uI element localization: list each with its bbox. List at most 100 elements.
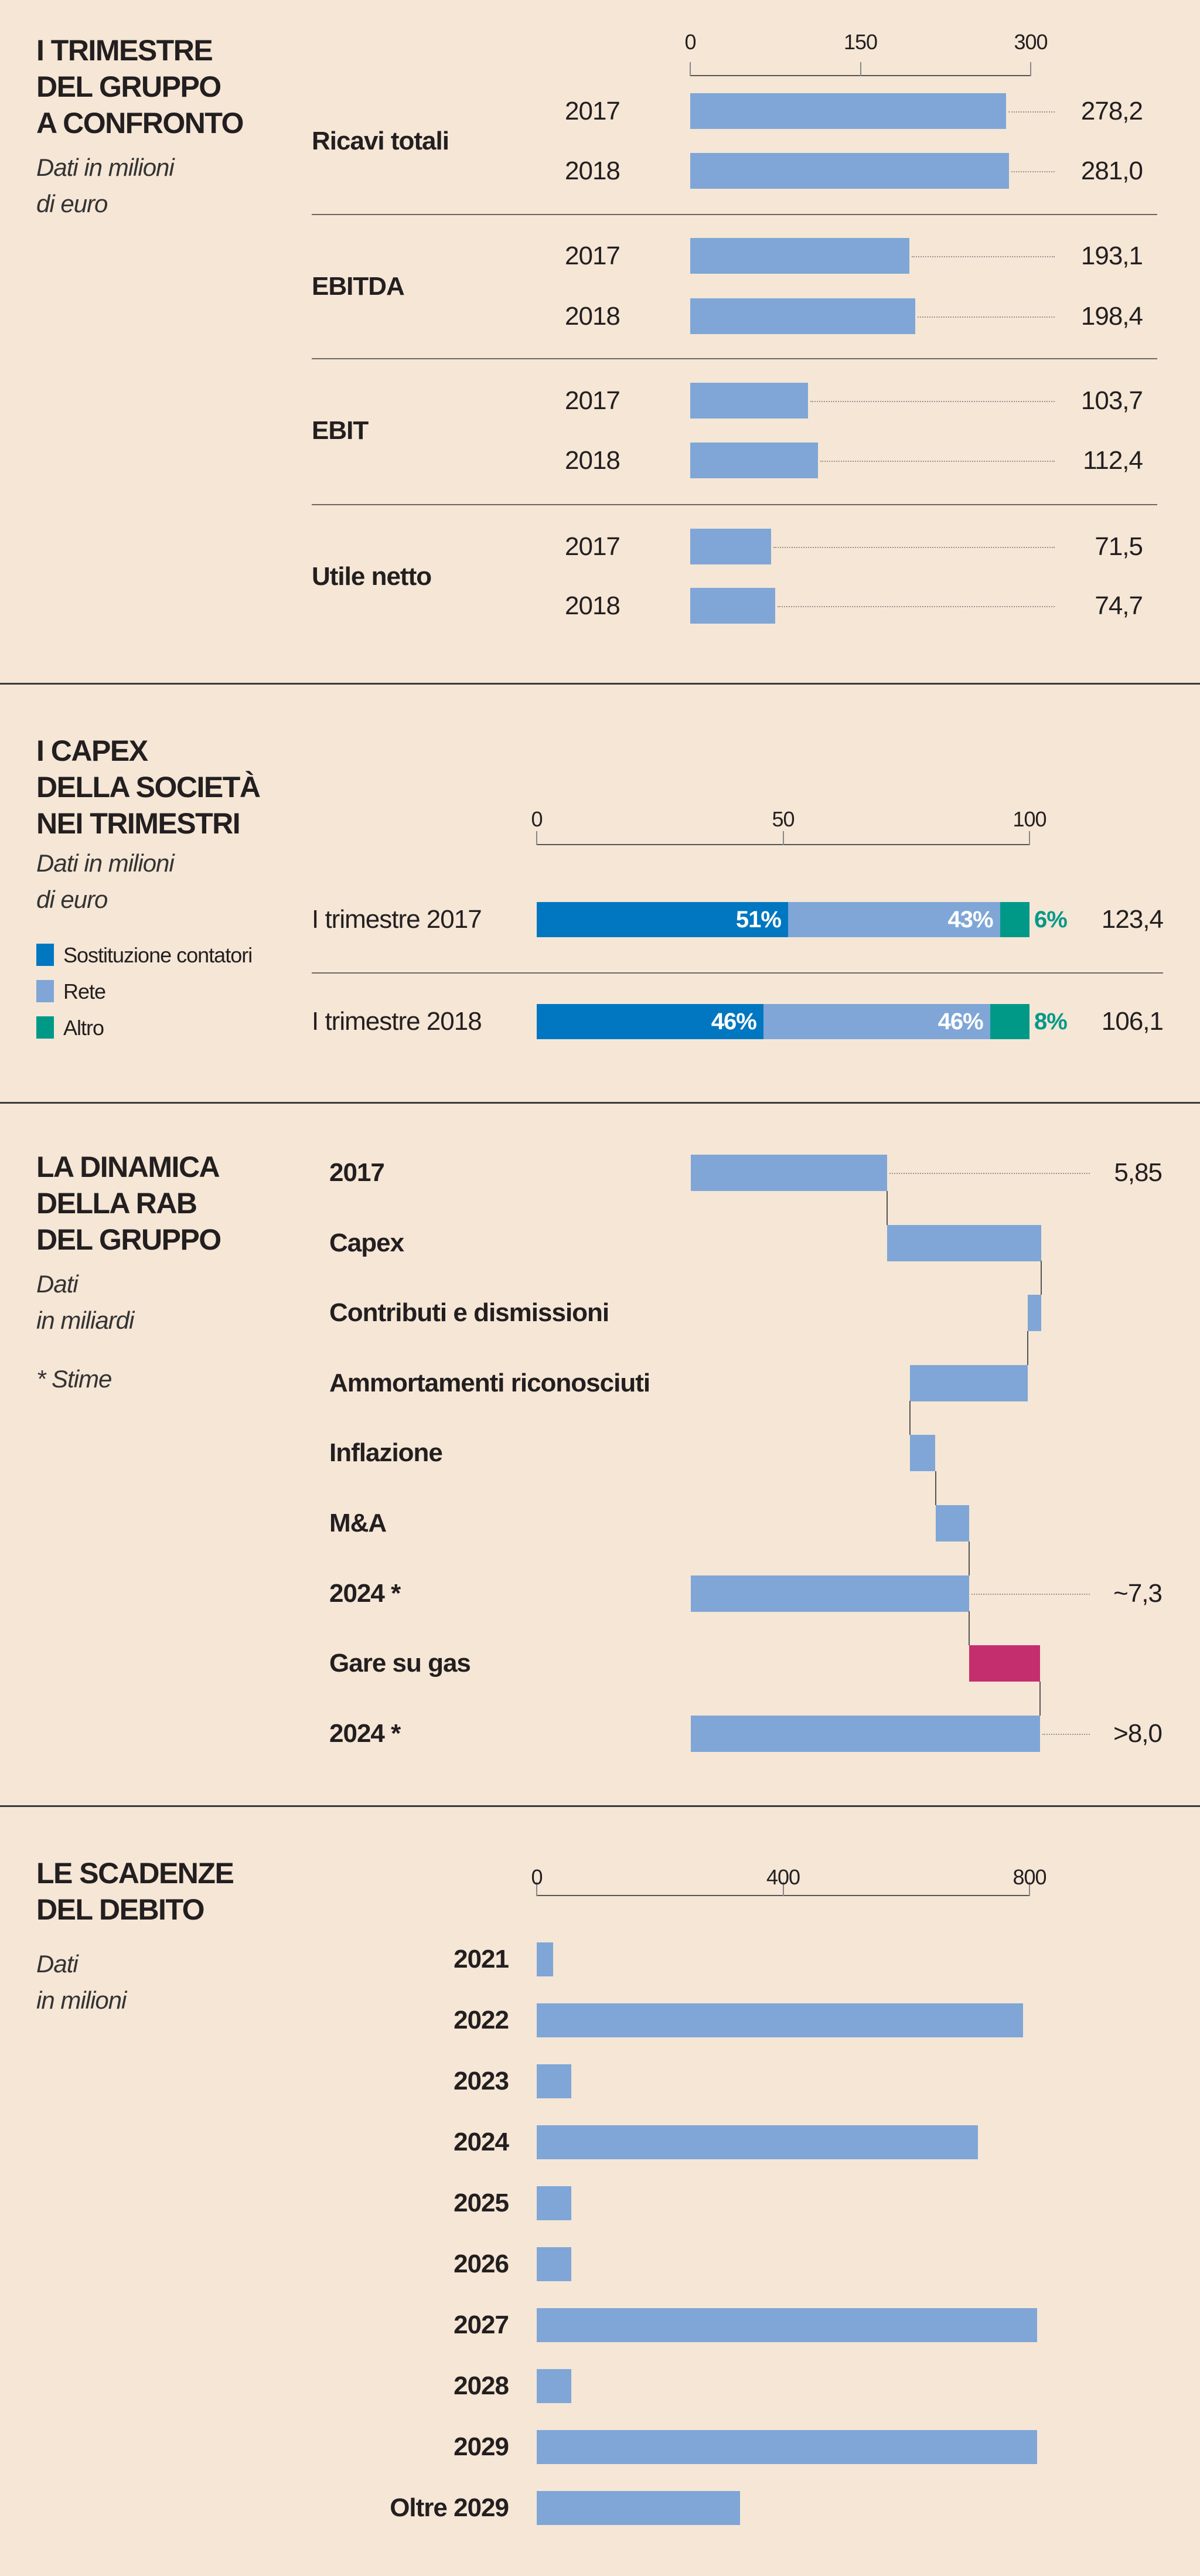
- results-bar: [690, 153, 1010, 189]
- results-axis-tick: [860, 62, 861, 76]
- capex-legend-label: Altro: [63, 1016, 104, 1040]
- debt-axis-tick: [1029, 1882, 1030, 1896]
- rab-step-label: 2024 *: [329, 1719, 401, 1748]
- results-leader-line: [911, 256, 1055, 257]
- results-group-label: Ricavi totali: [312, 127, 449, 155]
- results-title-line: I TRIMESTRE: [36, 34, 213, 67]
- capex-axis-tick: [782, 831, 784, 845]
- debt-year-label: 2026: [454, 2250, 509, 2278]
- capex-subtitle-line: Dati in milioni: [36, 849, 175, 877]
- debt-axis-tick: [782, 1882, 784, 1896]
- results-leader-line: [773, 547, 1055, 548]
- results-bar: [690, 443, 818, 478]
- results-group-label: Utile netto: [312, 562, 432, 591]
- capex-axis-tick: [536, 831, 537, 845]
- results-bar: [690, 383, 808, 418]
- rab-value-label: 5,85: [1114, 1158, 1162, 1187]
- capex-subtitle-line: di euro: [36, 886, 108, 913]
- capex-total-label: 106,1: [1101, 1007, 1164, 1036]
- debt-year-label: 2021: [454, 1945, 509, 1973]
- debt-title-line: DEL DEBITO: [36, 1893, 204, 1926]
- debt-bar: [537, 2491, 740, 2525]
- results-bar: [690, 238, 909, 274]
- results-year-label: 2017: [565, 386, 621, 415]
- debt-bar: [537, 2247, 571, 2281]
- section-divider: [0, 1102, 1200, 1104]
- rab-bar: [1027, 1295, 1041, 1332]
- capex-bar-sostituzione-contatori: [537, 1004, 763, 1039]
- results-group-divider: [312, 504, 1157, 505]
- capex-legend-label: Sostituzione contatori: [63, 943, 253, 967]
- results-group-divider: [312, 358, 1157, 359]
- capex-bar-rete: [763, 1004, 990, 1039]
- rab-connector: [909, 1401, 911, 1435]
- capex-bar-rete: [788, 902, 1000, 937]
- rab-subtitle-line: Dati: [36, 1270, 79, 1298]
- rab-connector: [968, 1611, 970, 1646]
- capex-category-label: I trimestre 2018: [312, 1007, 482, 1036]
- rab-bar: [691, 1715, 1041, 1752]
- rab-leader-line: [1042, 1733, 1090, 1735]
- results-bar: [690, 93, 1006, 129]
- rab-connector: [935, 1471, 936, 1505]
- rab-bar: [691, 1155, 888, 1191]
- debt-bar: [537, 2186, 571, 2220]
- results-value-label: 278,2: [1080, 97, 1143, 125]
- section-divider: [0, 1805, 1200, 1807]
- rab-bar: [910, 1364, 1028, 1401]
- capex-axis-tick: [1029, 831, 1030, 845]
- capex-tick-label: 50: [772, 807, 795, 831]
- rab-step-label: 2024 *: [329, 1578, 401, 1608]
- debt-year-label: 2022: [454, 2006, 509, 2034]
- rab-step-label: Inflazione: [329, 1438, 443, 1468]
- results-year-label: 2017: [565, 97, 621, 125]
- results-leader-line: [918, 317, 1055, 318]
- rab-step-label: Gare su gas: [329, 1649, 471, 1678]
- capex-percent-label: 8%: [1034, 1009, 1068, 1035]
- capex-percent-label: 46%: [938, 1009, 984, 1035]
- results-tick-label: 0: [684, 30, 696, 54]
- section-divider: [0, 683, 1200, 685]
- capex-title-line: I CAPEX: [36, 734, 148, 767]
- results-bar: [690, 529, 772, 564]
- debt-bar: [537, 2430, 1037, 2464]
- capex-category-label: I trimestre 2017: [312, 905, 482, 934]
- rab-note: * Stime: [36, 1365, 112, 1393]
- results-leader-line: [1008, 111, 1055, 113]
- capex-percent-label: 51%: [735, 907, 782, 933]
- debt-tick-label: 400: [766, 1865, 800, 1889]
- debt-year-label: 2027: [454, 2310, 509, 2339]
- capex-bar-sostituzione-contatori: [537, 902, 788, 937]
- capex-tick-label: 100: [1012, 807, 1046, 831]
- results-value-label: 74,7: [1095, 591, 1143, 620]
- results-title-line: A CONFRONTO: [36, 107, 244, 139]
- capex-legend-swatch: [36, 944, 54, 966]
- debt-year-label: 2029: [454, 2432, 509, 2461]
- rab-bar: [887, 1224, 1041, 1261]
- rab-value-label: >8,0: [1113, 1719, 1162, 1748]
- results-value-label: 281,0: [1080, 156, 1143, 185]
- capex-row-divider: [312, 972, 1163, 974]
- rab-value-label: ~7,3: [1113, 1578, 1162, 1608]
- rab-title-line: LA DINAMICA: [36, 1151, 220, 1183]
- results-year-label: 2018: [565, 591, 621, 620]
- debt-bar: [537, 2308, 1037, 2342]
- results-group-divider: [312, 214, 1157, 215]
- capex-percent-label: 43%: [947, 907, 993, 933]
- debt-bar: [537, 2125, 978, 2159]
- capex-tick-label: 0: [531, 807, 543, 831]
- debt-tick-label: 0: [531, 1865, 543, 1889]
- debt-tick-label: 800: [1012, 1865, 1046, 1889]
- results-axis-tick: [1030, 62, 1031, 76]
- rab-connector: [1039, 1681, 1041, 1716]
- results-leader-line: [820, 461, 1055, 462]
- results-year-label: 2018: [565, 156, 621, 185]
- debt-year-label: 2028: [454, 2371, 509, 2400]
- rab-bar: [910, 1435, 936, 1472]
- debt-axis-tick: [536, 1882, 537, 1896]
- capex-legend-swatch: [36, 980, 54, 1002]
- capex-title-line: DELLA SOCIETÀ: [36, 771, 261, 804]
- debt-bar: [537, 1942, 554, 1976]
- results-value-label: 112,4: [1083, 446, 1143, 475]
- results-subtitle-line: di euro: [36, 190, 108, 217]
